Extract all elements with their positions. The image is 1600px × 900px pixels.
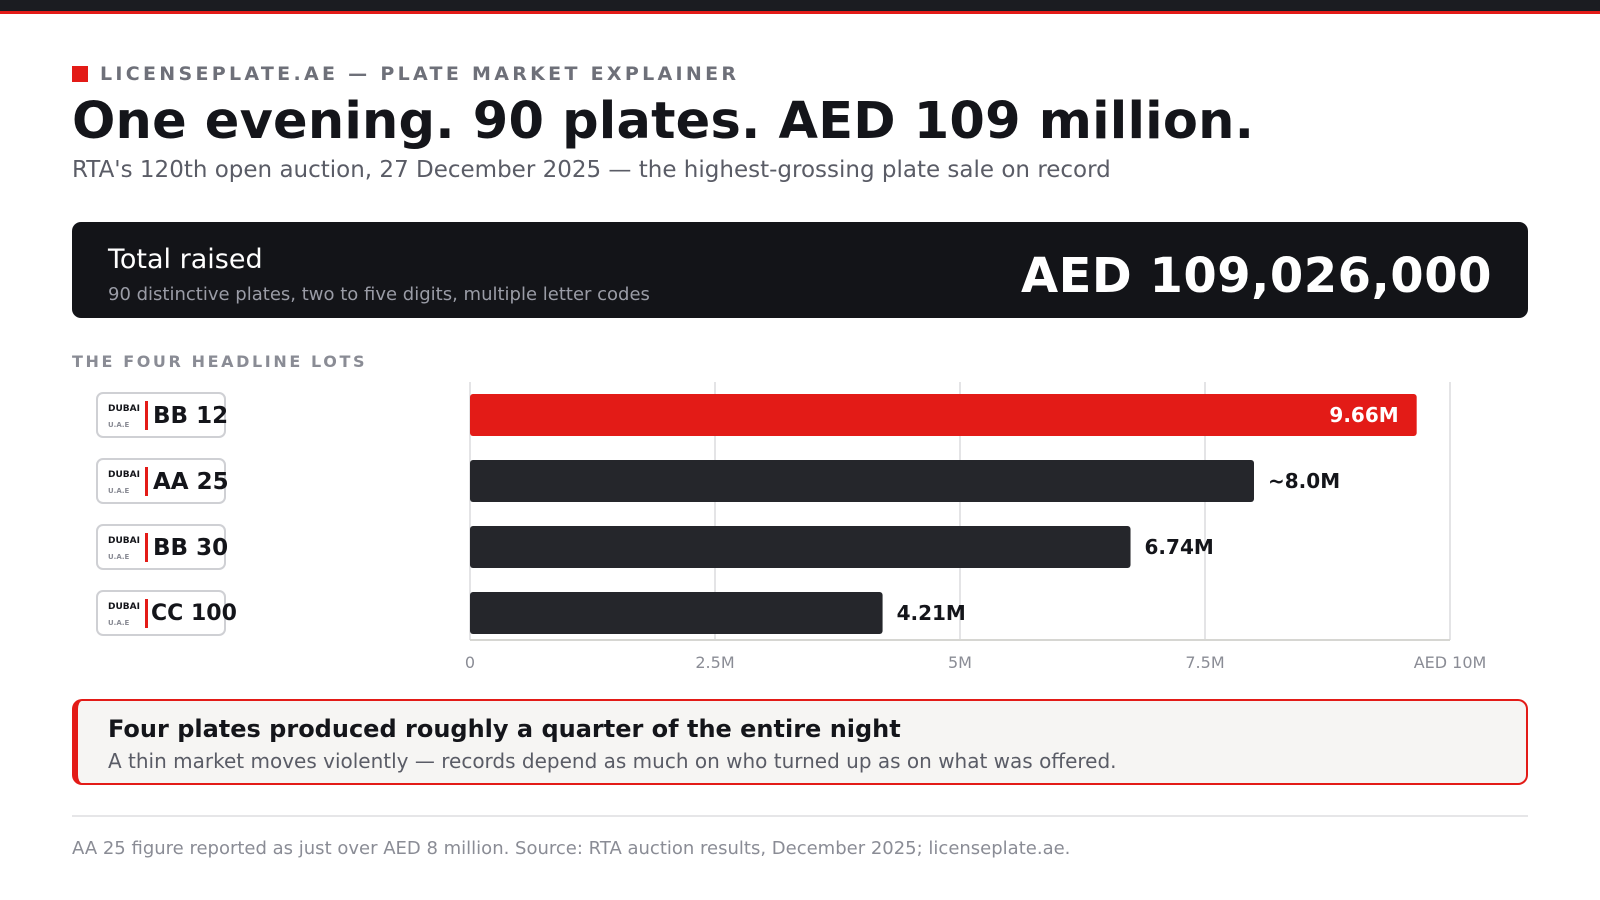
plate-badge: DUBAI U.A.E AA 25 <box>96 458 229 504</box>
bar <box>470 526 1131 568</box>
footnote: AA 25 figure reported as just over AED 8… <box>72 838 1071 859</box>
plate-code: BB 30 <box>153 535 229 561</box>
bar <box>470 460 1254 502</box>
x-tick-label: 2.5M <box>695 653 734 672</box>
plate-city: DUBAI <box>108 602 140 612</box>
callout-title: Four plates produced roughly a quarter o… <box>108 715 901 743</box>
plate-city: DUBAI <box>108 404 140 414</box>
bar-value-label: ~8.0M <box>1268 469 1340 493</box>
section-label: THE FOUR HEADLINE LOTS <box>72 352 368 371</box>
x-tick-label: 0 <box>465 653 475 672</box>
footer-divider <box>72 815 1528 817</box>
bar-value-label: 9.66M <box>1329 403 1398 427</box>
kicker-square-icon <box>72 66 88 82</box>
plate-country: U.A.E <box>108 553 130 561</box>
top-accent-bar <box>0 0 1600 14</box>
kicker-text: LICENSEPLATE.AE — PLATE MARKET EXPLAINER <box>100 63 740 85</box>
plate-city: DUBAI <box>108 470 140 480</box>
kicker: LICENSEPLATE.AE — PLATE MARKET EXPLAINER <box>72 63 739 85</box>
bar <box>470 592 883 634</box>
page-subtitle: RTA's 120th open auction, 27 December 20… <box>72 157 1111 183</box>
plate-badge: DUBAI U.A.E CC 100 <box>96 590 237 636</box>
plate-country: U.A.E <box>108 421 130 429</box>
total-raised-label: Total raised <box>108 244 263 275</box>
plate-divider <box>145 401 148 430</box>
plate-country: U.A.E <box>108 487 130 495</box>
plate-divider <box>145 533 148 562</box>
x-tick-label: 5M <box>948 653 972 672</box>
plate-divider <box>145 599 148 628</box>
x-tick-label: AED 10M <box>1414 653 1487 672</box>
bar-value-label: 6.74M <box>1145 535 1214 559</box>
plate-country: U.A.E <box>108 619 130 627</box>
plate-city: DUBAI <box>108 536 140 546</box>
bar-value-label: 4.21M <box>897 601 966 625</box>
total-raised-panel: Total raised 90 distinctive plates, two … <box>72 222 1528 318</box>
plate-code: CC 100 <box>151 601 237 626</box>
x-tick-label: 7.5M <box>1185 653 1224 672</box>
bar <box>470 394 1417 436</box>
callout-body: A thin market moves violently — records … <box>108 749 1117 773</box>
total-raised-note: 90 distinctive plates, two to five digit… <box>108 284 650 305</box>
page-title: One evening. 90 plates. AED 109 million. <box>72 92 1255 151</box>
plate-divider <box>145 467 148 496</box>
plate-code: BB 12 <box>153 403 229 429</box>
plate-badge: DUBAI U.A.E BB 12 <box>96 392 229 438</box>
plate-code: AA 25 <box>153 469 229 495</box>
total-raised-value: AED 109,026,000 <box>1020 248 1492 304</box>
plate-badge: DUBAI U.A.E BB 30 <box>96 524 229 570</box>
callout-box: Four plates produced roughly a quarter o… <box>72 699 1528 785</box>
